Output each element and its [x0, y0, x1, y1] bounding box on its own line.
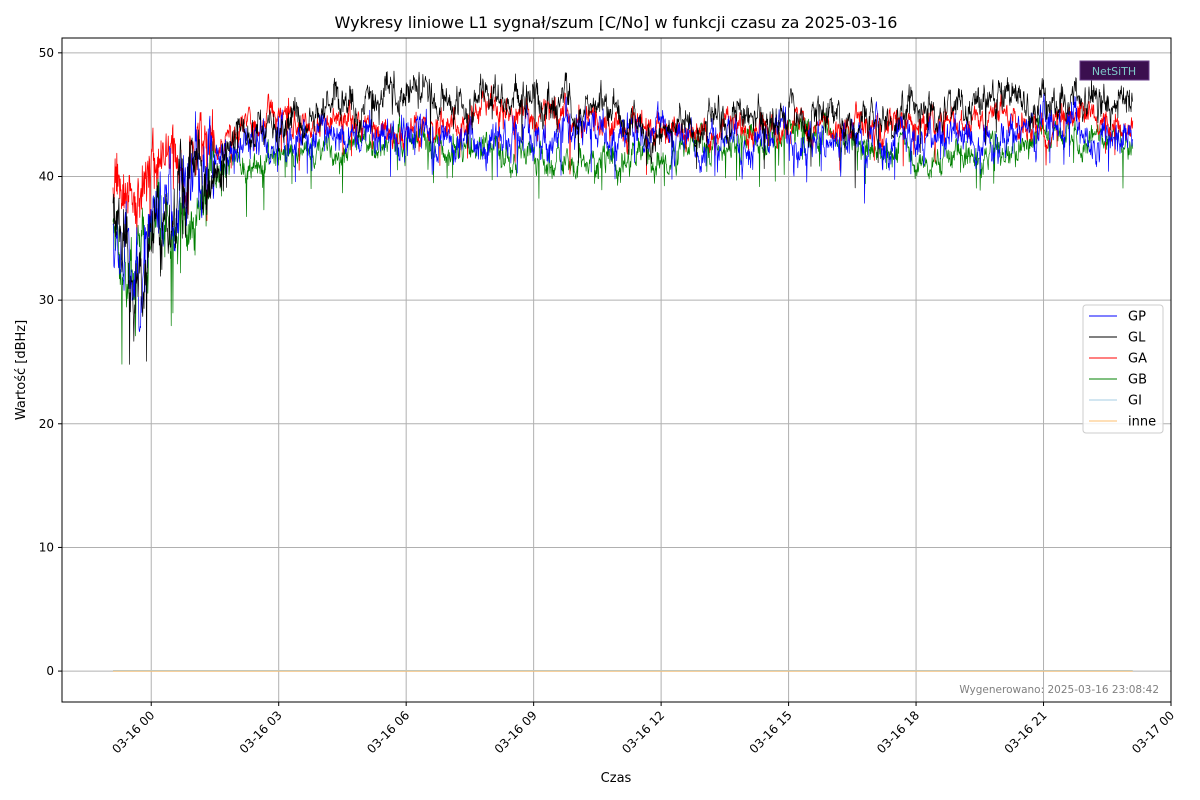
series-line-gl [112, 70, 1134, 365]
chart-title: Wykresy liniowe L1 sygnał/szum [C/No] w … [335, 13, 898, 32]
logo-text: NetSiTH [1092, 65, 1136, 78]
y-axis: 0 10 20 30 40 50 [39, 46, 62, 678]
y-axis-label: Wartość [dBHz] [14, 320, 29, 420]
y-tick-label: 30 [39, 293, 54, 307]
y-tick-label: 40 [39, 169, 54, 183]
y-tick-label: 50 [39, 46, 54, 60]
legend: GP GL GA GB GI inne [1082, 304, 1164, 434]
legend-label-gl: GL [1128, 331, 1146, 346]
legend-label-inne: inne [1128, 415, 1156, 430]
plot-area-frame [61, 37, 1172, 703]
series-layer [112, 70, 1134, 672]
legend-label-ga: GA [1128, 352, 1147, 367]
series-line-gb [112, 112, 1134, 365]
legend-label-gb: GB [1128, 373, 1147, 388]
logo: NetSiTH [1079, 60, 1150, 81]
y-tick-label: 20 [39, 417, 54, 431]
y-tick-label: 10 [39, 540, 54, 554]
x-axis-label: Czas [601, 771, 632, 786]
legend-label-gi: GI [1128, 394, 1142, 409]
legend-label-gp: GP [1128, 310, 1146, 325]
series-line-gp [112, 93, 1134, 333]
y-tick-label: 0 [46, 664, 54, 678]
generated-timestamp: Wygenerowano: 2025-03-16 23:08:42 [959, 684, 1159, 696]
